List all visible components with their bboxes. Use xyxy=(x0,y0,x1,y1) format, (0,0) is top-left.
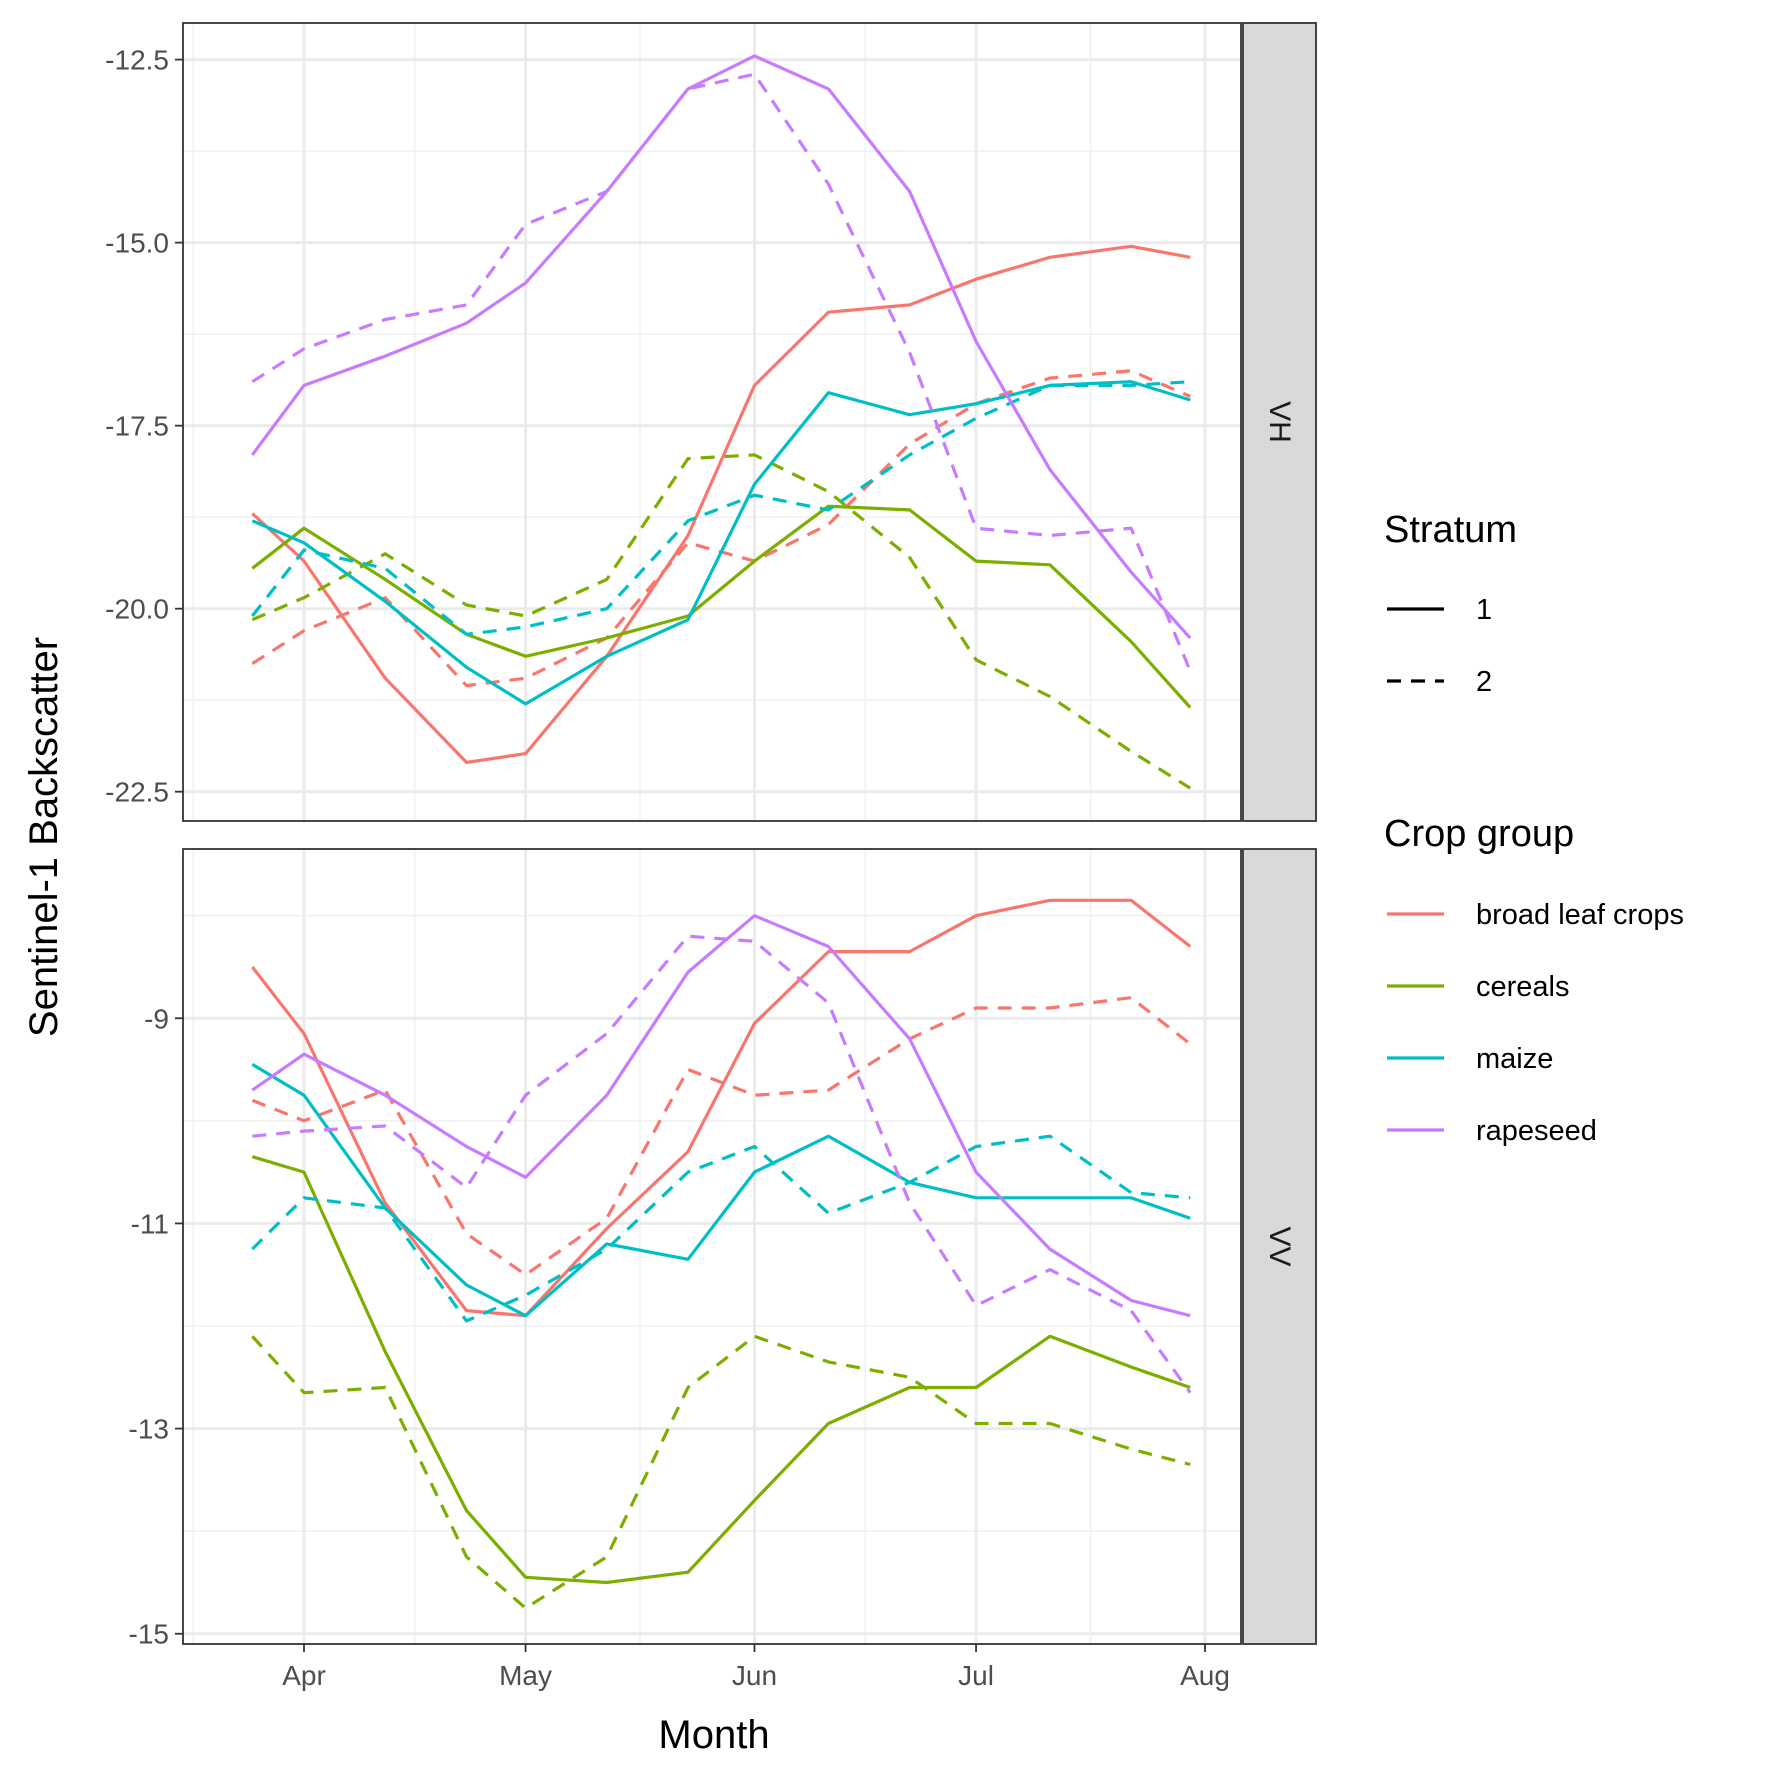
legend-title-stratum: Stratum xyxy=(1384,509,1517,551)
legend-label-stratum: 1 xyxy=(1476,594,1492,626)
facet-strip-label: VV xyxy=(1263,1226,1296,1266)
facet-strip-label: VH xyxy=(1263,401,1296,443)
legend-label-crop: maize xyxy=(1476,1043,1553,1075)
legend-crop-group: Crop group broad leaf crops cereals maize ra… xyxy=(1384,813,1684,1147)
series-broad-leaf-crops-stratum-1 xyxy=(251,244,1191,765)
x-tick-label: Jun xyxy=(732,1660,777,1691)
panel-background xyxy=(183,849,1241,1644)
legend-label-crop: cereals xyxy=(1476,971,1570,1003)
y-tick-label: -15 xyxy=(129,1619,169,1650)
series-maize-stratum-2 xyxy=(251,1134,1191,1323)
legend: Stratum 1 2 Crop group broad leaf crops cerea… xyxy=(1384,509,1684,1147)
y-tick-label: -12.5 xyxy=(105,45,169,76)
series-maize-stratum-1 xyxy=(251,1063,1191,1318)
series-cereals-stratum-1 xyxy=(251,1155,1191,1585)
y-tick-label: -17.5 xyxy=(105,411,169,442)
panel-background xyxy=(183,23,1241,821)
panels-layer: -12.5 -15.0 -17.5 -20.0 -22.5 VH -9 -11 -13 -15 VV xyxy=(105,22,1317,1650)
y-axis-title: Sentinel-1 Backscatter xyxy=(22,637,66,1037)
y-tick-label: -15.0 xyxy=(105,228,169,259)
legend-label-stratum: 2 xyxy=(1476,666,1492,698)
series-rapeseed-stratum-2 xyxy=(251,72,1192,672)
panel-vv: -9 -11 -13 -15 VV xyxy=(129,848,1317,1650)
y-tick-label: -20.0 xyxy=(105,594,169,625)
legend-title-crop-group: Crop group xyxy=(1384,813,1574,855)
series-cereals-stratum-2 xyxy=(251,1334,1191,1610)
series-rapeseed-stratum-1 xyxy=(251,54,1192,640)
y-tick-label: -13 xyxy=(129,1414,169,1445)
series-rapeseed-stratum-2 xyxy=(252,934,1192,1394)
series-cereals-stratum-1 xyxy=(251,504,1192,709)
x-tick-label: Jul xyxy=(958,1660,994,1691)
facet-strip xyxy=(1242,848,1317,1645)
x-axis-title: Month xyxy=(658,1713,769,1757)
legend-label-crop: rapeseed xyxy=(1476,1115,1597,1147)
legend-label-crop: broad leaf crops xyxy=(1476,899,1684,931)
series-maize-stratum-2 xyxy=(251,380,1191,636)
panel-border xyxy=(182,22,1242,822)
x-tick-label: Aug xyxy=(1180,1660,1230,1691)
panel-border xyxy=(182,848,1242,1645)
series-broad-leaf-crops-stratum-2 xyxy=(251,996,1192,1277)
x-axis: Apr May Jun Jul Aug xyxy=(282,1644,1230,1691)
y-tick-label: -11 xyxy=(131,1208,169,1239)
x-tick-label: May xyxy=(499,1660,552,1691)
legend-stratum: Stratum 1 2 xyxy=(1384,509,1517,698)
x-tick-label: Apr xyxy=(282,1660,326,1691)
y-tick-label: -9 xyxy=(144,1003,169,1034)
facet-strip xyxy=(1242,22,1317,822)
series-maize-stratum-1 xyxy=(251,380,1191,706)
panel-vh: -12.5 -15.0 -17.5 -20.0 -22.5 VH xyxy=(105,22,1317,822)
y-tick-label: -22.5 xyxy=(105,777,169,808)
series-rapeseed-stratum-1 xyxy=(251,914,1191,1318)
